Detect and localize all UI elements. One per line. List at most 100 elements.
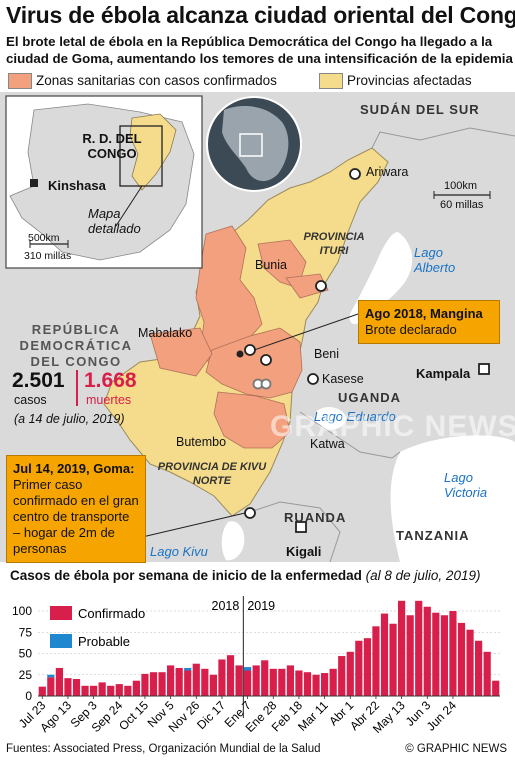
callout-mangina-text: Brote declarado xyxy=(365,322,457,337)
x-tick-label: Mar 11 xyxy=(295,698,331,734)
label-mabalako: Mabalako xyxy=(138,326,193,340)
chart-title: Casos de ébola por semana de inicio de l… xyxy=(10,568,480,583)
inset-detail-box xyxy=(119,125,163,187)
mabalako-marker xyxy=(236,350,244,358)
label-tanzania: TANZANIA xyxy=(396,528,470,543)
y-tick-label: 75 xyxy=(19,625,33,639)
bar-confirmed xyxy=(269,668,277,696)
bar-confirmed xyxy=(346,651,354,696)
bar-confirmed xyxy=(492,680,500,696)
inset-affected-area xyxy=(129,113,177,191)
callout-goma: Jul 14, 2019, Goma: Primer caso confirma… xyxy=(6,455,146,563)
mangina-marker xyxy=(244,344,256,356)
label-ariwara: Ariwara xyxy=(366,165,409,179)
bar-confirmed xyxy=(124,685,132,696)
bar-confirmed xyxy=(252,665,260,696)
bar-confirmed xyxy=(372,626,380,696)
chart-title-text: Casos de ébola por semana de inicio de l… xyxy=(10,568,362,583)
bar-confirmed xyxy=(286,665,294,696)
bar-confirmed xyxy=(432,612,440,696)
bar-confirmed xyxy=(115,684,123,696)
scale-mi-label: 60 millas xyxy=(440,199,484,211)
stats-date-note: (a 14 de julio, 2019) xyxy=(14,412,125,426)
bar-confirmed xyxy=(72,679,81,696)
bar-confirmed xyxy=(81,685,89,696)
zone-beni-shape xyxy=(205,327,303,399)
subtitle-line-2: ciudad de Goma, aumentando los temores d… xyxy=(6,51,513,66)
label-uganda: UGANDA xyxy=(338,390,402,405)
bar-confirmed xyxy=(329,668,337,696)
label-provincia-ituri: PROVINCIA ITURI xyxy=(303,231,365,257)
label-kampala: Kampala xyxy=(416,366,471,381)
label-lago-kivu: Lago Kivu xyxy=(150,544,208,559)
bar-probable xyxy=(47,674,55,678)
bar-probable xyxy=(244,667,252,671)
label-sudan: SUDÁN DEL SUR xyxy=(360,102,480,117)
bar-confirmed xyxy=(363,638,371,696)
border-sudan xyxy=(371,127,515,149)
bar-confirmed xyxy=(466,629,474,696)
bar-confirmed xyxy=(457,622,466,696)
callout-goma-heading: Jul 14, 2019, Goma: xyxy=(13,461,135,476)
bar-confirmed xyxy=(475,640,483,696)
provinces-legend-label: Provincias afectadas xyxy=(347,73,472,88)
kampala-marker xyxy=(478,363,490,375)
bar-confirmed xyxy=(423,606,431,696)
inset-detail-label: Mapa detallado xyxy=(88,206,141,236)
goma-marker xyxy=(244,507,256,519)
bar-confirmed xyxy=(141,673,149,696)
x-tick-label: Dic 17 xyxy=(194,698,228,732)
border-uganda-south xyxy=(299,411,401,459)
bar-confirmed xyxy=(406,615,414,696)
bar-confirmed xyxy=(415,600,423,696)
inset-scale-mi: 310 millas xyxy=(24,250,72,262)
chart-title-note: (al 8 de julio, 2019) xyxy=(365,568,481,583)
bar-confirmed xyxy=(440,615,448,696)
border-rwanda xyxy=(249,501,341,562)
label-bunia: Bunia xyxy=(255,258,287,272)
bar-confirmed xyxy=(449,611,457,696)
deaths-value: 1.668 xyxy=(84,369,137,392)
bar-confirmed xyxy=(338,656,346,696)
bar-confirmed xyxy=(303,672,312,696)
zone-butembo-shape xyxy=(213,391,291,449)
y-tick-label: 0 xyxy=(25,689,32,703)
callout-mangina: Ago 2018, Mangina Brote declarado xyxy=(358,300,500,344)
label-butembo: Butembo xyxy=(176,435,227,449)
bar-confirmed xyxy=(389,623,397,696)
label-kigali: Kigali xyxy=(286,544,322,559)
bar-confirmed xyxy=(149,672,158,696)
zone-west-shape xyxy=(149,327,213,377)
lake-kivu-shape xyxy=(221,521,245,561)
label-ruanda: RUANDA xyxy=(284,510,347,525)
kasese-marker xyxy=(307,373,319,385)
ariwara-marker xyxy=(349,168,361,180)
legend-confirmed-swatch xyxy=(50,606,72,620)
bar-confirmed xyxy=(201,668,209,696)
label-kasese: Kasese xyxy=(322,372,364,386)
bar-confirmed xyxy=(278,668,286,696)
bar-confirmed xyxy=(235,665,243,696)
cases-label: casos xyxy=(14,393,47,407)
bar-confirmed xyxy=(107,685,115,696)
y-tick-label: 25 xyxy=(19,668,33,682)
bar-confirmed xyxy=(167,665,175,696)
bar-confirmed xyxy=(483,651,491,696)
kigali-marker xyxy=(295,521,307,533)
y-tick-label: 100 xyxy=(12,604,32,618)
bar-confirmed xyxy=(98,682,106,696)
bar-confirmed xyxy=(47,677,55,696)
inset-country-label: R. D. DEL CONGO xyxy=(82,131,142,161)
provinces-swatch xyxy=(319,73,343,89)
inset-scale-km: 500km xyxy=(28,232,60,244)
page-title: Virus de ébola alcanza ciudad oriental d… xyxy=(6,2,515,28)
cases-value: 2.501 xyxy=(12,369,65,392)
legend-probable-label: Probable xyxy=(78,634,130,649)
bar-confirmed xyxy=(132,680,140,696)
year-label-2018: 2018 xyxy=(212,599,240,613)
bar-confirmed xyxy=(398,600,406,696)
inset-map xyxy=(5,95,203,269)
y-tick-label: 50 xyxy=(19,647,33,661)
bar-confirmed xyxy=(295,670,303,696)
